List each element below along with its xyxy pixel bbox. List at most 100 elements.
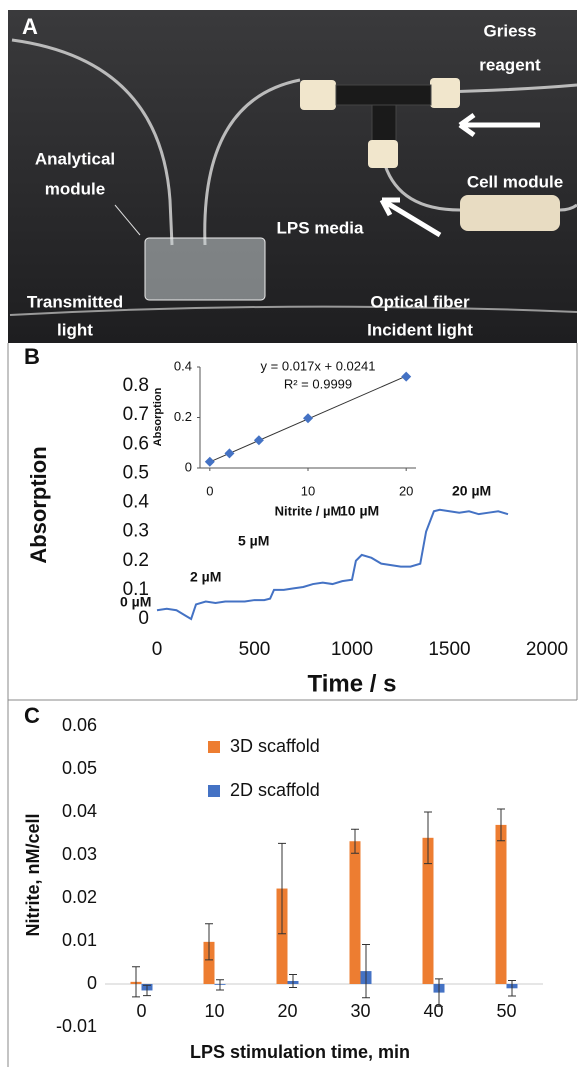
error-bar: [351, 828, 359, 854]
error-bar: [216, 979, 224, 991]
error-bar: [278, 842, 286, 935]
y-tick-label: 0.05: [62, 758, 97, 778]
x-tick-label: 0: [152, 639, 163, 660]
tube: [203, 78, 301, 246]
x-tick-label: 50: [496, 1001, 516, 1021]
photo-label: Incident light: [367, 320, 473, 339]
y-tick-label: 0.06: [62, 715, 97, 735]
y-axis-label: Absorption: [152, 387, 164, 446]
annotation: 5 µM: [238, 533, 269, 549]
line: [156, 508, 509, 621]
x-tick-label: 500: [239, 639, 271, 660]
panel-letter: A: [22, 14, 38, 39]
point: [204, 456, 215, 467]
y-tick-label: 0.04: [62, 801, 97, 821]
y-tick-label: 0.4: [123, 492, 150, 513]
error-bar: [508, 980, 516, 997]
x-tick-label: 1500: [428, 639, 470, 660]
photo: [8, 10, 577, 343]
annotation: 0 µM: [120, 594, 151, 610]
y-tick-label: 0: [138, 608, 149, 629]
x-tick-label: 20: [399, 483, 413, 498]
y-tick-label: 0.8: [123, 375, 149, 396]
y-tick-label: 0.2: [123, 550, 149, 571]
arrow: [379, 197, 442, 238]
tube: [11, 38, 174, 246]
x-axis-label: LPS stimulation time, min: [190, 1042, 410, 1062]
x-tick-label: 0: [136, 1001, 146, 1021]
x-tick-label: 1000: [331, 639, 373, 660]
error-bar: [424, 811, 432, 865]
tube: [559, 203, 578, 212]
x-tick-label: 30: [350, 1001, 370, 1021]
bar: [422, 837, 434, 984]
legend-label: 3D scaffold: [230, 736, 320, 756]
y-tick-label: 0.7: [123, 404, 149, 425]
y-tick-label: 0: [87, 973, 97, 993]
fitting: [430, 78, 460, 108]
y-tick-label: 0.2: [174, 409, 192, 424]
legend-swatch: [208, 785, 220, 797]
legend-label: 2D scaffold: [230, 780, 320, 800]
bar: [276, 888, 288, 984]
t-junction: [371, 104, 397, 146]
annotation: y = 0.017x + 0.0241: [261, 358, 376, 373]
y-tick-label: 0.3: [123, 521, 149, 542]
pointer: [114, 204, 141, 236]
x-tick-label: 20: [277, 1001, 297, 1021]
error-bar: [362, 943, 370, 999]
fitting: [368, 140, 398, 168]
y-tick-label: 0.6: [123, 433, 149, 454]
t-junction: [335, 84, 432, 106]
legend-swatch: [208, 741, 220, 753]
y-tick-label: 0.4: [174, 358, 192, 373]
x-tick-label: 2000: [526, 639, 568, 660]
tube: [383, 164, 461, 212]
y-tick-label: -0.01: [56, 1016, 97, 1036]
y-tick-label: 0.01: [62, 930, 97, 950]
y-tick-label: 0.03: [62, 844, 97, 864]
photo-label: Analytical: [35, 149, 115, 168]
x-tick-label: 40: [423, 1001, 443, 1021]
annotation: 20 µM: [452, 483, 491, 499]
panel-letter: C: [24, 703, 40, 728]
photo-label: Griess: [484, 21, 537, 40]
photo-label: Optical fiber: [370, 292, 470, 311]
panel-letter: B: [24, 344, 40, 369]
bar: [203, 941, 215, 984]
photo-label: Cell module: [467, 172, 563, 191]
x-axis-label: Nitrite / µM: [275, 503, 342, 518]
optical-fiber: [9, 305, 578, 316]
error-bar: [143, 984, 151, 997]
x-tick-label: 0: [206, 483, 213, 498]
error-bar: [289, 974, 297, 988]
annotation: 10 µM: [340, 503, 379, 519]
y-tick-label: 0.5: [123, 462, 149, 483]
point: [303, 413, 313, 424]
y-tick-label: 0.02: [62, 887, 97, 907]
x-tick-label: 10: [301, 483, 315, 498]
x-tick-label: 10: [204, 1001, 224, 1021]
bar: [349, 841, 361, 984]
panel-a: A Griess reagent Analytical module Cell …: [8, 10, 578, 343]
annotation: R² = 0.9999: [284, 376, 352, 391]
y-axis-label: Absorption: [26, 446, 51, 563]
photo-label: light: [57, 320, 93, 339]
point: [224, 448, 235, 459]
fitting: [300, 80, 336, 110]
point: [401, 371, 412, 382]
photo-label: Transmitted: [27, 292, 123, 311]
error-bar: [132, 966, 140, 998]
x-axis-label: Time / s: [308, 670, 397, 697]
error-bar: [497, 808, 505, 842]
y-axis-label: Nitrite, nM/cell: [23, 813, 43, 936]
photo-label: reagent: [479, 55, 541, 74]
photo-label: module: [45, 179, 105, 198]
y-tick-label: 0.1: [123, 579, 149, 600]
arrow: [458, 112, 540, 138]
cell-module: [460, 195, 560, 231]
error-bar: [435, 978, 443, 1007]
photo-label: LPS media: [277, 218, 364, 237]
y-tick-label: 0: [185, 459, 192, 474]
analytical-module: [144, 237, 266, 301]
